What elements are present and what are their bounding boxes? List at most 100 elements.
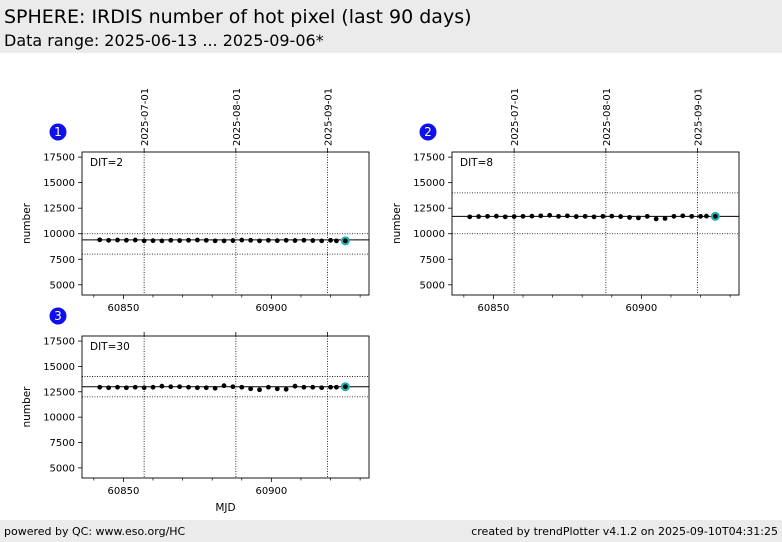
x-tick-label: 60850 [108,303,140,314]
data-point [547,212,553,218]
data-point [132,237,138,243]
header-bar: SPHERE: IRDIS number of hot pixel (last … [0,0,782,53]
data-point [168,237,174,243]
chart-panel-1: 1 2025-07-01 2025-08-01 2025-09-01 5000 7500 1… [21,88,370,314]
y-tick-label: 5000 [50,463,75,474]
chart-panel-3: 3 5000 7500 10000 12500 15000 17500 60850 60900 D… [21,307,370,514]
x-tick-label: 60900 [255,303,287,314]
data-point [704,213,709,219]
date-tick-label: 2025-07-01 [140,88,151,146]
plot-area [82,152,369,295]
panel-badge-number: 2 [424,125,432,139]
data-point [301,384,307,390]
y-tick-label: 17500 [413,153,445,164]
x-tick-label: 60850 [478,303,510,314]
panel-badge [49,123,67,141]
data-point [186,384,191,390]
plot-frame [81,151,370,296]
y-tick-label: 7500 [420,255,445,266]
data-point [301,237,307,243]
data-point [529,213,535,219]
plot-area [82,336,369,478]
data-point [334,384,339,390]
plot-area [452,152,739,295]
data-point [274,238,280,244]
data-point [230,384,236,390]
data-range-subtitle: Data range: 2025-06-13 ... 2025-09-06* [4,31,324,50]
y-axis-label: number [391,202,403,244]
y-tick-label: 7500 [50,255,75,266]
data-point [168,384,174,390]
y-tick-label: 10000 [413,229,445,240]
data-point [292,238,298,243]
data-point [671,213,677,219]
x-tick-label: 60850 [108,486,140,497]
data-point [106,237,112,243]
data-point [221,383,227,389]
data-point [177,384,183,390]
data-point [292,383,298,389]
data-point [680,213,686,219]
y-tick-label: 5000 [420,280,445,291]
data-point [203,237,209,243]
x-tick-label: 60900 [255,486,287,497]
data-point [319,238,325,244]
data-point [556,213,561,219]
data-point [150,384,156,390]
data-point [328,237,333,243]
panel-badge-number: 1 [54,125,62,139]
data-point [257,387,262,393]
data-point [194,385,200,391]
data-point [159,383,165,389]
data-point [283,237,289,243]
data-point [698,213,703,219]
data-point [123,237,129,243]
data-point [328,384,333,390]
data-point [662,215,668,221]
data-point [141,385,147,391]
data-point [636,215,641,221]
data-point [591,214,597,220]
data-point [115,384,120,390]
data-point [97,384,103,390]
panel-badge [49,307,67,325]
data-point [159,238,165,244]
data-point [123,385,129,391]
y-tick-label: 10000 [43,229,75,240]
y-tick-label: 17500 [43,337,75,348]
data-point [644,213,650,219]
panel-badge [419,123,437,141]
data-point [310,238,316,243]
data-point [609,213,615,219]
page-title: SPHERE: IRDIS number of hot pixel (last … [4,6,472,28]
y-tick-label: 15000 [43,362,75,373]
data-point [627,214,632,220]
date-tick-label: 2025-08-01 [602,88,613,146]
data-point [257,238,262,244]
data-point [266,384,271,390]
chart-panel-2: 2 2025-07-01 2025-08-01 2025-09-01 5000 7500 1… [391,88,740,314]
data-point [467,214,473,220]
dit-annotation: DIT=8 [460,157,493,169]
data-point [689,213,695,219]
data-point [132,384,138,390]
date-tick-label: 2025-09-01 [694,88,705,146]
plot-frame [451,151,740,296]
data-point [212,238,218,244]
data-point [600,213,606,219]
data-point [493,213,499,219]
data-point [511,214,517,219]
data-point [186,237,191,243]
footer-bar: powered by QC: www.eso.org/HC created by… [0,520,782,542]
y-axis-label: number [21,386,33,428]
data-point [485,213,490,219]
y-tick-label: 12500 [43,387,75,398]
y-tick-label: 15000 [43,178,75,189]
data-point [248,237,254,243]
data-point [115,237,120,243]
plot-frame [81,335,370,479]
x-tick-label: 60900 [625,303,657,314]
footer-powered-by: powered by QC: www.eso.org/HC [4,525,186,538]
data-point [248,386,254,392]
y-tick-label: 7500 [50,438,75,449]
